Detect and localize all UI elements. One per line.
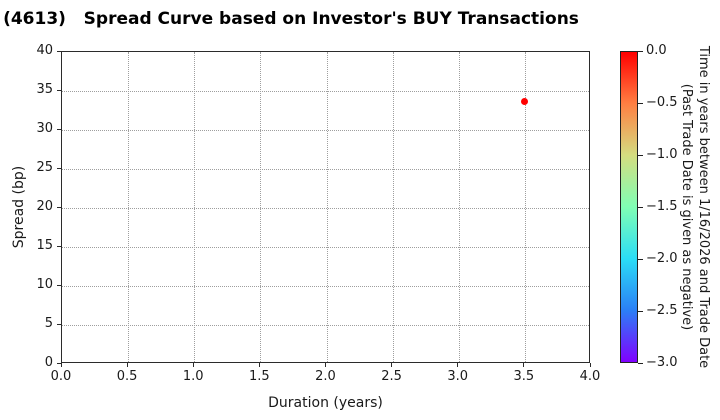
x-tick-mark [589,363,591,367]
colorbar-tick-mark [638,154,643,156]
y-gridline [62,169,589,170]
x-gridline [458,52,460,362]
x-tick-mark [258,363,260,367]
x-gridline [194,52,196,362]
colorbar-tick-label: 0.0 [646,43,667,58]
y-tick-label: 30 [36,121,53,136]
plot-area [61,51,590,363]
x-tick-label: 0.5 [116,369,138,384]
colorbar-tick-label: −1.5 [646,199,678,214]
y-tick-label: 5 [44,316,53,331]
y-gridline [62,208,589,209]
x-tick-label: 2.5 [381,369,402,384]
colorbar-tick-mark [638,258,643,260]
y-gridline [62,91,589,92]
y-tick-label: 15 [36,238,53,253]
x-tick-mark [60,363,62,367]
colorbar-label-line1: Time in years between 1/16/2026 and Trad… [696,45,711,369]
x-gridline [260,52,262,362]
x-tick-mark [457,363,459,367]
x-axis-label: Duration (years) [268,395,383,411]
x-tick-mark [391,363,393,367]
y-tick-mark [57,128,61,130]
x-tick-mark [325,363,326,367]
colorbar-tick-label: −2.0 [646,251,678,266]
y-gridline [62,247,589,248]
x-tick-label: 1.0 [182,369,204,384]
y-tick-mark [57,284,61,286]
x-tick-mark [192,363,194,367]
y-tick-label: 0 [44,355,53,370]
x-gridline [392,52,394,362]
x-tick-label: 2.0 [315,369,336,384]
y-tick-mark [57,323,61,325]
y-tick-mark [57,50,61,52]
colorbar-tick-label: −3.0 [646,355,678,370]
y-gridline [62,130,589,131]
colorbar-tick-mark [638,206,643,208]
y-tick-mark [57,167,61,169]
colorbar-label: Time in years between 1/16/2026 and Trad… [678,27,712,387]
chart-title: (4613) Spread Curve based on Investor's … [3,9,579,29]
y-tick-label: 35 [36,82,53,97]
colorbar-tick-label: −2.5 [646,303,678,318]
colorbar-tick-label: −0.5 [646,95,678,110]
data-point [521,97,529,105]
y-tick-label: 25 [36,160,53,175]
y-tick-label: 40 [36,43,53,58]
y-tick-mark [57,89,61,91]
colorbar-tick-mark [638,50,643,52]
colorbar-label-line2: (Past Trade Date is given as negative) [679,83,694,331]
x-tick-label: 1.5 [249,369,270,384]
colorbar [620,51,638,363]
x-tick-label: 0.0 [50,369,72,384]
y-gridline [62,286,589,287]
x-tick-mark [523,363,525,367]
y-gridline [62,325,589,326]
y-tick-label: 20 [36,199,53,214]
colorbar-tick-label: −1.0 [646,147,678,162]
x-gridline [326,52,328,362]
x-gridline [524,52,526,362]
x-tick-mark [126,363,128,367]
y-tick-mark [57,245,61,247]
x-tick-label: 3.5 [513,369,535,384]
colorbar-tick-mark [638,310,643,312]
x-tick-label: 3.0 [447,369,469,384]
y-tick-mark [57,206,61,208]
y-tick-label: 10 [36,277,53,292]
colorbar-tick-mark [638,102,643,104]
y-tick-mark [57,362,61,364]
colorbar-tick-mark [638,362,643,364]
x-gridline [128,52,130,362]
x-tick-label: 4.0 [579,369,601,384]
